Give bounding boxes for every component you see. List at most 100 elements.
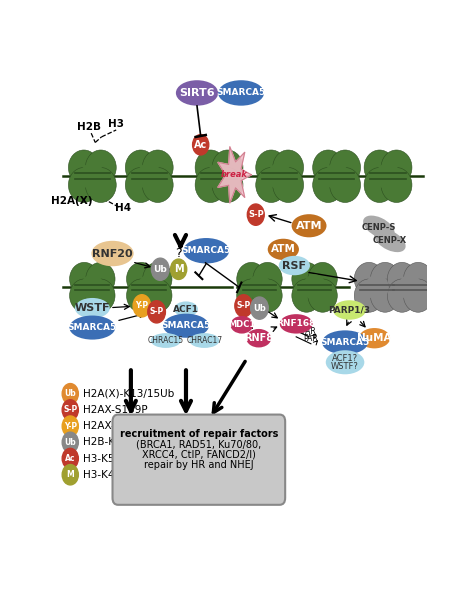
Ellipse shape: [195, 150, 226, 185]
Text: PARP1/3: PARP1/3: [328, 305, 371, 314]
Text: WSTF: WSTF: [74, 303, 110, 313]
Text: Ub: Ub: [253, 304, 266, 313]
Ellipse shape: [329, 150, 361, 185]
Text: H3-K56Ac: H3-K56Ac: [83, 454, 134, 463]
Text: CHRAC15: CHRAC15: [148, 336, 184, 345]
Ellipse shape: [174, 302, 198, 317]
Ellipse shape: [364, 168, 395, 203]
Ellipse shape: [230, 316, 253, 334]
Text: CENP-S: CENP-S: [362, 222, 396, 231]
Circle shape: [251, 297, 268, 319]
Ellipse shape: [237, 263, 266, 296]
Text: Ub: Ub: [154, 265, 167, 274]
Ellipse shape: [308, 279, 337, 313]
Ellipse shape: [137, 163, 162, 190]
Text: XRCC4, CtIP, FANCD2/I): XRCC4, CtIP, FANCD2/I): [142, 450, 256, 459]
Ellipse shape: [354, 263, 383, 296]
Ellipse shape: [280, 314, 313, 334]
Ellipse shape: [292, 279, 321, 313]
Ellipse shape: [253, 279, 282, 313]
Ellipse shape: [237, 279, 266, 313]
Ellipse shape: [398, 275, 422, 300]
Ellipse shape: [403, 279, 433, 313]
Circle shape: [62, 400, 78, 420]
Text: NuMA: NuMA: [357, 333, 392, 343]
Text: S-P: S-P: [237, 301, 251, 310]
Ellipse shape: [86, 263, 115, 296]
Ellipse shape: [292, 263, 321, 296]
Ellipse shape: [195, 168, 226, 203]
Ellipse shape: [212, 150, 243, 185]
Ellipse shape: [143, 263, 172, 296]
Ellipse shape: [125, 150, 156, 185]
Ellipse shape: [163, 314, 209, 338]
Text: RSF: RSF: [283, 261, 306, 270]
Ellipse shape: [137, 275, 161, 300]
Text: H2A(X): H2A(X): [51, 196, 93, 206]
Circle shape: [62, 448, 78, 469]
Ellipse shape: [81, 275, 104, 300]
Ellipse shape: [253, 263, 282, 296]
Text: SMARCA5: SMARCA5: [161, 321, 210, 330]
Ellipse shape: [322, 331, 368, 355]
Ellipse shape: [85, 150, 116, 185]
Ellipse shape: [80, 163, 105, 190]
Ellipse shape: [91, 241, 134, 266]
Text: S-P: S-P: [248, 210, 264, 219]
Circle shape: [192, 135, 209, 155]
Text: RNF8: RNF8: [244, 333, 273, 343]
Ellipse shape: [143, 279, 172, 313]
Text: ATM: ATM: [271, 245, 296, 254]
Ellipse shape: [68, 168, 99, 203]
Text: SIRT6: SIRT6: [179, 88, 215, 98]
Text: ACF1: ACF1: [173, 305, 199, 314]
Ellipse shape: [387, 263, 417, 296]
Ellipse shape: [359, 328, 390, 349]
Text: ATM: ATM: [296, 221, 322, 231]
Ellipse shape: [365, 275, 389, 300]
Ellipse shape: [370, 279, 400, 313]
Circle shape: [148, 300, 165, 323]
Ellipse shape: [273, 168, 303, 203]
Text: break: break: [220, 170, 247, 179]
Ellipse shape: [267, 163, 292, 190]
Ellipse shape: [127, 279, 156, 313]
Text: H3-K4M: H3-K4M: [83, 470, 124, 480]
Ellipse shape: [329, 168, 361, 203]
Text: H2B-K120Ub: H2B-K120Ub: [83, 438, 149, 447]
Ellipse shape: [387, 279, 417, 313]
Text: M: M: [174, 264, 183, 274]
Ellipse shape: [273, 150, 303, 185]
Ellipse shape: [85, 168, 116, 203]
Ellipse shape: [403, 263, 433, 296]
Text: H3: H3: [108, 119, 124, 129]
Ellipse shape: [142, 150, 173, 185]
Ellipse shape: [189, 333, 219, 348]
Ellipse shape: [69, 316, 115, 340]
Ellipse shape: [292, 214, 327, 237]
Text: SMARCA5: SMARCA5: [182, 246, 231, 255]
Ellipse shape: [313, 168, 344, 203]
Ellipse shape: [279, 256, 310, 275]
Circle shape: [152, 258, 169, 280]
Text: H4: H4: [116, 203, 132, 213]
Ellipse shape: [86, 279, 115, 313]
Text: RNF20: RNF20: [92, 249, 133, 258]
Text: S-P: S-P: [63, 406, 77, 415]
Circle shape: [62, 432, 78, 453]
Text: SMARCA5: SMARCA5: [217, 88, 266, 97]
Circle shape: [62, 416, 78, 436]
Ellipse shape: [70, 279, 99, 313]
Ellipse shape: [381, 150, 412, 185]
Text: Ac: Ac: [194, 140, 207, 150]
Text: ?: ?: [175, 247, 182, 260]
Ellipse shape: [256, 150, 287, 185]
Circle shape: [133, 294, 151, 317]
Text: Y-P: Y-P: [136, 301, 148, 310]
Text: CHRAC17: CHRAC17: [186, 336, 222, 345]
Ellipse shape: [374, 229, 406, 252]
Ellipse shape: [308, 263, 337, 296]
Text: S-P: S-P: [149, 307, 164, 316]
Text: SMARCA5: SMARCA5: [320, 338, 370, 347]
Text: H2B: H2B: [77, 122, 100, 132]
